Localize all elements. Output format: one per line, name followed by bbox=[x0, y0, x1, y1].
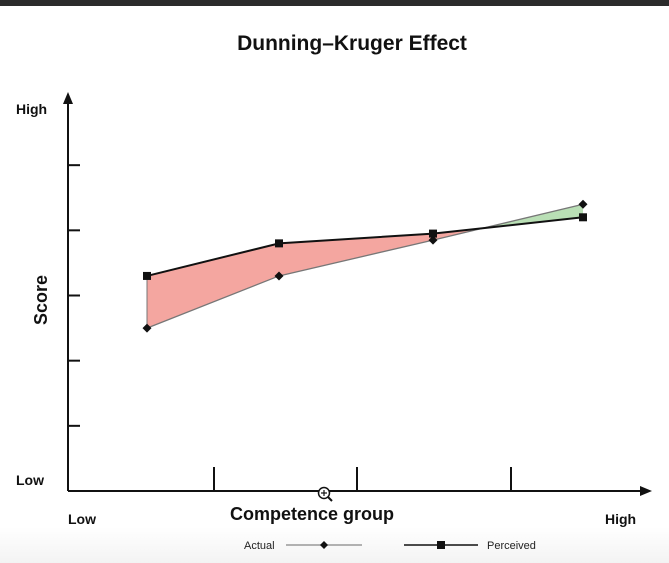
series-line-actual bbox=[146, 203, 584, 329]
y-low-label: Low bbox=[16, 472, 44, 488]
x-axis-label: Competence group bbox=[230, 504, 394, 524]
actual-point bbox=[274, 271, 284, 281]
legend: Actual Perceived bbox=[244, 540, 536, 552]
x-axis-arrow bbox=[640, 486, 652, 496]
perceived-point bbox=[429, 229, 437, 238]
series-line-perceived bbox=[146, 216, 584, 277]
legend-actual-label: Actual bbox=[244, 540, 275, 552]
legend-perceived-label: Perceived bbox=[487, 540, 536, 552]
y-high-label: High bbox=[16, 101, 47, 117]
gap-fill bbox=[147, 243, 279, 329]
gap-fills bbox=[146, 204, 583, 329]
perceived-point bbox=[579, 213, 587, 222]
legend-perceived-marker bbox=[437, 541, 445, 549]
perceived-point bbox=[275, 239, 283, 248]
top-bar bbox=[0, 0, 669, 6]
zoom-cursor-icon bbox=[317, 486, 333, 502]
axis-ticks bbox=[68, 164, 512, 491]
chart-title: Dunning–Kruger Effect bbox=[237, 32, 467, 55]
legend-actual-marker bbox=[320, 541, 328, 549]
y-axis-arrow bbox=[63, 92, 73, 104]
y-axis-label: Score bbox=[31, 275, 51, 325]
series-lines bbox=[146, 203, 584, 329]
actual-point bbox=[142, 323, 152, 333]
gap-fill bbox=[279, 233, 433, 276]
x-low-label: Low bbox=[68, 511, 96, 527]
actual-point bbox=[578, 199, 588, 209]
perceived-point bbox=[143, 271, 151, 280]
x-high-label: High bbox=[605, 511, 636, 527]
series-markers bbox=[142, 199, 588, 333]
actual-point bbox=[428, 235, 438, 245]
